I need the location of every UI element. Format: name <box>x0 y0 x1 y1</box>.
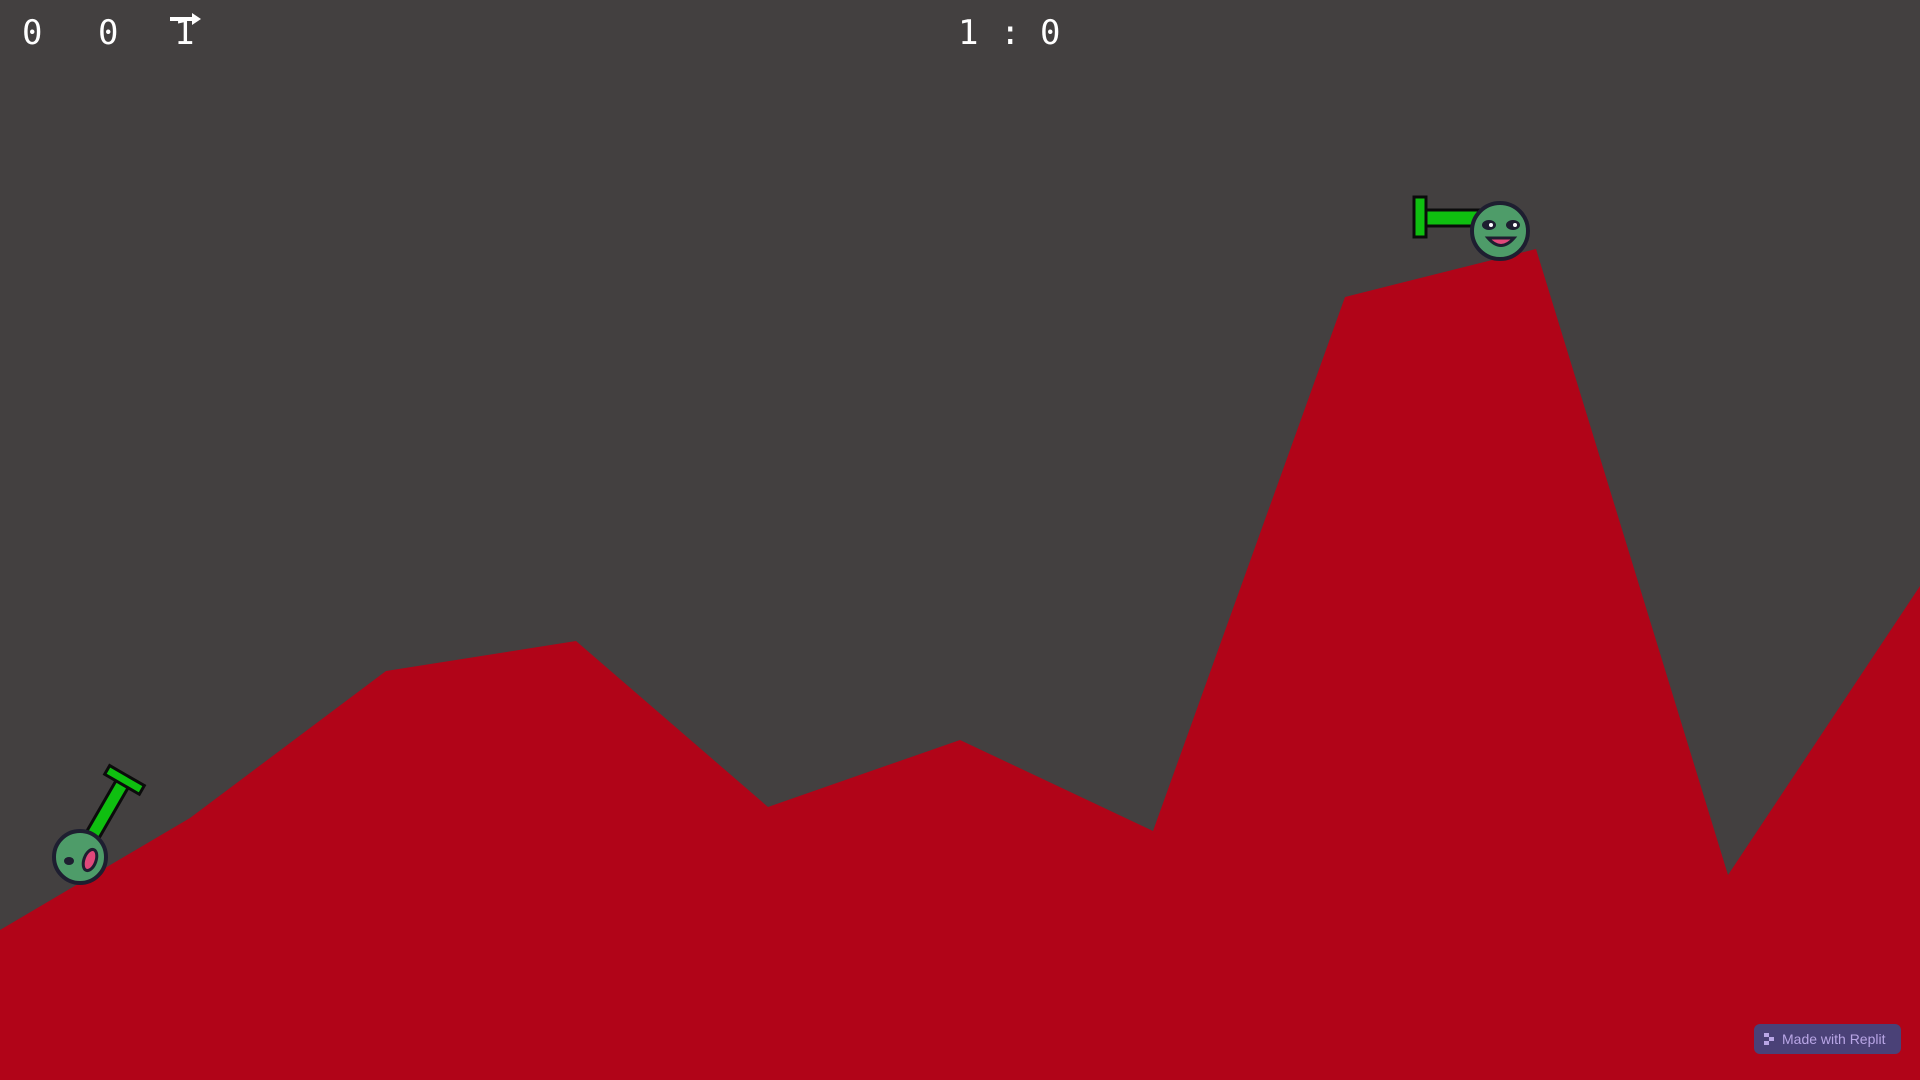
player-right-mouth <box>1484 236 1518 247</box>
hud-selector-1[interactable]: 0 <box>22 13 43 53</box>
hud-selector-3[interactable]: 1 <box>174 13 195 53</box>
made-with-replit-badge[interactable]: Made with Replit <box>1754 1024 1901 1054</box>
score-left: 1 <box>958 13 979 53</box>
player-left-mouth <box>81 847 99 873</box>
player-left-cannon-tip <box>102 763 147 797</box>
score-separator: : <box>1000 13 1021 53</box>
terrain-ground <box>0 249 1920 1080</box>
hud-selector-2[interactable]: 0 <box>98 13 119 53</box>
arrow-right-icon <box>170 13 201 25</box>
badge-label: Made with Replit <box>1782 1031 1886 1047</box>
player-right-cannon-tip <box>1412 195 1428 239</box>
player-right-body <box>1470 201 1530 261</box>
replit-icon <box>1764 1033 1774 1045</box>
score-right: 0 <box>1040 13 1061 53</box>
player-right-eyes <box>1482 220 1520 230</box>
player-left-tank <box>52 763 147 885</box>
player-left-eye <box>64 857 74 865</box>
player-left-body <box>52 829 108 885</box>
player-right-tank <box>1412 195 1530 261</box>
